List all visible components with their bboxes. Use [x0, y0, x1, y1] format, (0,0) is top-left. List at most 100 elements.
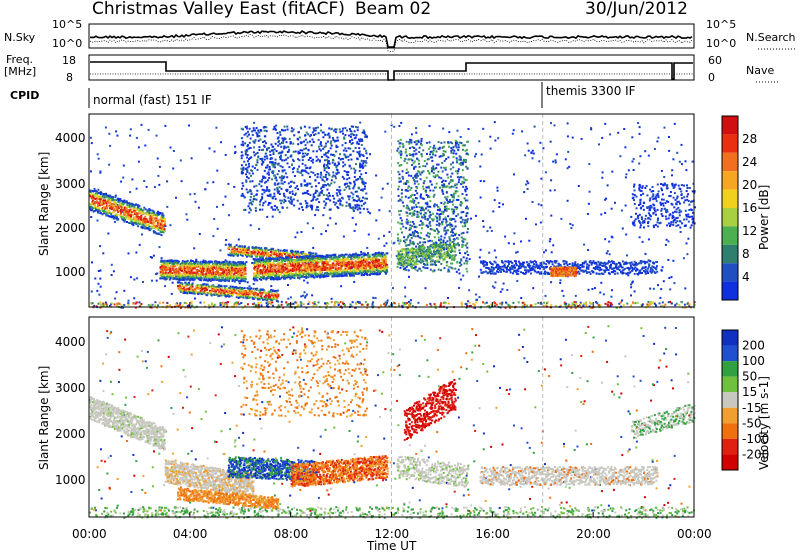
data-cell	[208, 264, 211, 267]
data-cell	[438, 213, 441, 216]
data-cell	[253, 185, 256, 188]
data-cell	[348, 187, 351, 190]
data-cell	[424, 207, 427, 210]
data-cell	[225, 276, 228, 279]
data-cell	[259, 292, 262, 295]
data-cell	[271, 215, 274, 218]
data-cell	[234, 251, 237, 253]
data-cell	[260, 256, 263, 259]
data-cell	[291, 193, 294, 195]
data-cell	[304, 164, 307, 167]
data-cell	[197, 264, 200, 266]
data-cell	[600, 213, 603, 216]
data-cell	[227, 294, 230, 297]
data-cell	[397, 194, 400, 197]
data-cell	[239, 287, 242, 290]
data-cell	[422, 149, 425, 152]
data-cell	[282, 129, 285, 132]
data-cell	[259, 138, 262, 141]
data-cell	[250, 156, 253, 159]
data-cell	[225, 285, 228, 288]
data-cell	[360, 204, 363, 207]
data-cell	[282, 142, 284, 145]
data-cell	[405, 172, 408, 174]
data-cell	[439, 186, 441, 189]
data-cell	[409, 239, 412, 242]
data-cell	[241, 182, 244, 185]
data-cell	[277, 191, 280, 194]
data-cell	[422, 188, 425, 190]
data-cell	[325, 198, 328, 200]
data-cell	[192, 271, 195, 274]
data-cell	[672, 158, 675, 161]
data-cell	[464, 161, 467, 164]
data-cell	[281, 150, 284, 153]
data-cell	[210, 279, 212, 282]
data-cell	[181, 269, 183, 272]
data-cell	[255, 288, 258, 291]
data-cell	[246, 150, 249, 153]
data-cell	[431, 246, 434, 249]
data-cell	[320, 123, 322, 126]
data-cell	[434, 229, 436, 232]
data-cell	[241, 262, 244, 265]
data-cell	[203, 269, 206, 272]
data-cell	[462, 231, 465, 234]
data-cell	[202, 283, 205, 286]
data-cell	[451, 267, 454, 270]
data-cell	[429, 216, 431, 219]
data-cell	[243, 133, 246, 136]
data-cell	[134, 222, 137, 225]
data-cell	[359, 121, 362, 124]
data-cell	[245, 290, 247, 293]
data-cell	[248, 296, 251, 299]
data-cell	[210, 267, 212, 270]
data-cell	[428, 125, 431, 127]
data-cell	[261, 197, 264, 200]
data-cell	[601, 136, 604, 139]
data-cell	[322, 214, 325, 217]
data-cell	[384, 130, 387, 133]
data-cell	[135, 136, 138, 139]
data-cell	[95, 207, 97, 210]
data-cell	[244, 151, 247, 154]
data-cell	[456, 159, 458, 162]
data-cell	[278, 142, 281, 145]
data-cell	[343, 188, 346, 191]
data-cell	[251, 165, 254, 168]
data-cell	[233, 263, 236, 266]
data-cell	[438, 215, 441, 218]
data-cell	[193, 192, 196, 195]
data-cell	[416, 269, 419, 272]
data-cell	[431, 218, 433, 221]
data-cell	[457, 268, 460, 271]
data-cell	[402, 268, 405, 271]
data-cell	[270, 247, 273, 250]
data-cell	[179, 263, 182, 266]
data-cell	[267, 147, 270, 150]
data-cell	[303, 148, 306, 151]
data-cell	[266, 188, 269, 191]
data-cell	[398, 242, 401, 245]
data-cell	[92, 190, 95, 193]
data-cell	[259, 297, 262, 300]
data-cell	[429, 224, 432, 227]
data-cell	[169, 267, 172, 270]
data-cell	[247, 162, 250, 165]
data-cell	[162, 231, 165, 234]
data-cell	[415, 140, 418, 143]
data-cell	[143, 212, 146, 215]
data-cell	[348, 128, 351, 130]
data-cell	[359, 211, 362, 214]
data-cell	[426, 267, 429, 270]
nsearch-tick-bottom: 10^0	[706, 37, 736, 50]
data-cell	[638, 126, 641, 129]
data-cell	[415, 148, 418, 151]
data-cell	[218, 277, 221, 280]
data-cell	[274, 161, 277, 164]
data-cell	[115, 216, 118, 219]
data-cell	[249, 293, 251, 295]
data-cell	[271, 163, 274, 166]
cpid-segment-themis: themis 3300 IF	[546, 84, 636, 98]
data-cell	[236, 294, 239, 297]
